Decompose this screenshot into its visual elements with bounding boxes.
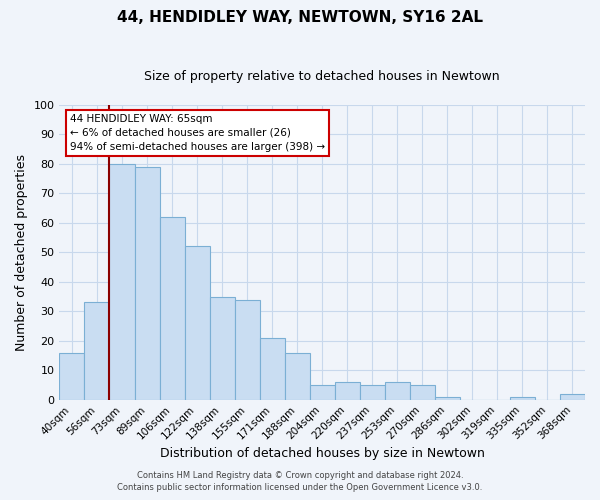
Bar <box>360 385 385 400</box>
Bar <box>109 164 134 400</box>
Bar <box>134 167 160 400</box>
Bar <box>59 352 85 400</box>
Bar <box>260 338 284 400</box>
Bar <box>209 296 235 400</box>
Bar <box>310 385 335 400</box>
Bar <box>160 217 185 400</box>
Text: Contains HM Land Registry data © Crown copyright and database right 2024.
Contai: Contains HM Land Registry data © Crown c… <box>118 471 482 492</box>
Bar <box>85 302 109 400</box>
Bar <box>560 394 585 400</box>
Bar <box>335 382 360 400</box>
Bar <box>235 300 260 400</box>
Text: 44, HENDIDLEY WAY, NEWTOWN, SY16 2AL: 44, HENDIDLEY WAY, NEWTOWN, SY16 2AL <box>117 10 483 25</box>
Text: 44 HENDIDLEY WAY: 65sqm
← 6% of detached houses are smaller (26)
94% of semi-det: 44 HENDIDLEY WAY: 65sqm ← 6% of detached… <box>70 114 325 152</box>
Y-axis label: Number of detached properties: Number of detached properties <box>15 154 28 351</box>
Title: Size of property relative to detached houses in Newtown: Size of property relative to detached ho… <box>145 70 500 83</box>
Bar <box>510 397 535 400</box>
Bar <box>385 382 410 400</box>
X-axis label: Distribution of detached houses by size in Newtown: Distribution of detached houses by size … <box>160 447 485 460</box>
Bar <box>435 397 460 400</box>
Bar <box>410 385 435 400</box>
Bar <box>185 246 209 400</box>
Bar <box>284 352 310 400</box>
